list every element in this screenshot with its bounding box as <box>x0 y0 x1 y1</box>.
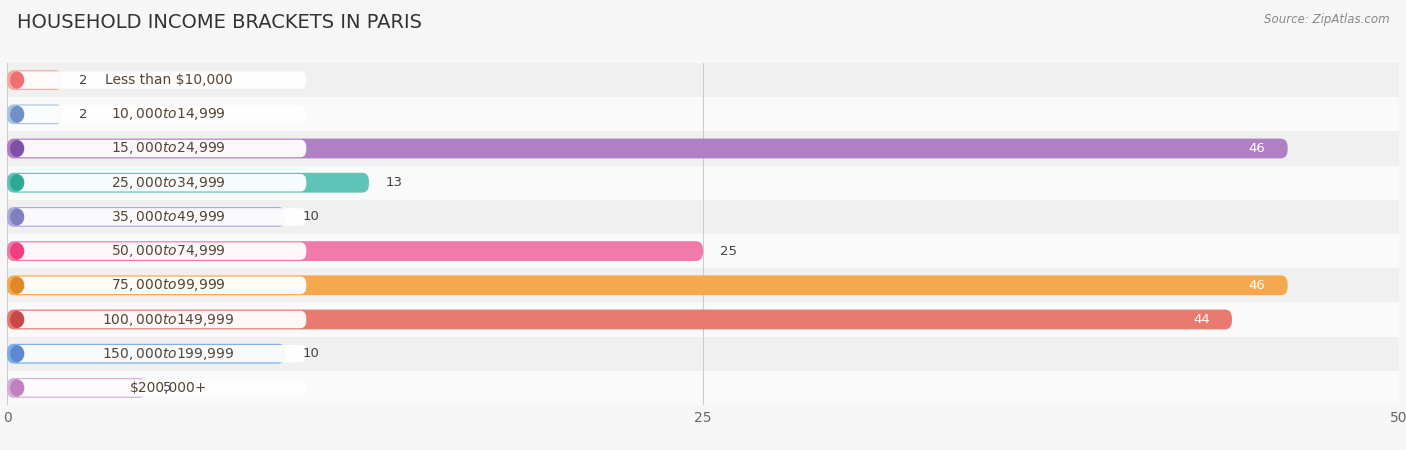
FancyBboxPatch shape <box>7 378 146 398</box>
FancyBboxPatch shape <box>7 200 1399 234</box>
FancyBboxPatch shape <box>7 63 1399 97</box>
Circle shape <box>11 72 24 88</box>
FancyBboxPatch shape <box>7 70 63 90</box>
FancyBboxPatch shape <box>7 310 1232 329</box>
Text: 25: 25 <box>720 245 737 257</box>
Text: 10: 10 <box>302 347 319 360</box>
FancyBboxPatch shape <box>7 371 1399 405</box>
FancyBboxPatch shape <box>7 97 1399 131</box>
Text: 44: 44 <box>1192 313 1209 326</box>
Text: 10: 10 <box>302 211 319 223</box>
Circle shape <box>11 141 24 156</box>
FancyBboxPatch shape <box>14 140 307 157</box>
FancyBboxPatch shape <box>7 166 1399 200</box>
Text: 13: 13 <box>385 176 402 189</box>
Text: $75,000 to $99,999: $75,000 to $99,999 <box>111 277 226 293</box>
FancyBboxPatch shape <box>14 379 307 396</box>
FancyBboxPatch shape <box>14 72 307 89</box>
Circle shape <box>11 346 24 361</box>
Text: 2: 2 <box>79 108 89 121</box>
Text: 46: 46 <box>1249 142 1265 155</box>
FancyBboxPatch shape <box>14 277 307 294</box>
FancyBboxPatch shape <box>7 234 1399 268</box>
Circle shape <box>11 209 24 225</box>
Text: $10,000 to $14,999: $10,000 to $14,999 <box>111 106 226 122</box>
Text: HOUSEHOLD INCOME BRACKETS IN PARIS: HOUSEHOLD INCOME BRACKETS IN PARIS <box>17 14 422 32</box>
FancyBboxPatch shape <box>7 139 1288 158</box>
Text: $35,000 to $49,999: $35,000 to $49,999 <box>111 209 226 225</box>
FancyBboxPatch shape <box>7 241 703 261</box>
FancyBboxPatch shape <box>7 131 1399 166</box>
FancyBboxPatch shape <box>14 106 307 123</box>
FancyBboxPatch shape <box>7 337 1399 371</box>
FancyBboxPatch shape <box>7 207 285 227</box>
FancyBboxPatch shape <box>7 302 1399 337</box>
FancyBboxPatch shape <box>14 311 307 328</box>
Text: Source: ZipAtlas.com: Source: ZipAtlas.com <box>1264 14 1389 27</box>
Circle shape <box>11 107 24 122</box>
Text: 2: 2 <box>79 74 89 86</box>
Text: $15,000 to $24,999: $15,000 to $24,999 <box>111 140 226 157</box>
Text: 46: 46 <box>1249 279 1265 292</box>
FancyBboxPatch shape <box>7 344 285 364</box>
Text: $150,000 to $199,999: $150,000 to $199,999 <box>103 346 235 362</box>
FancyBboxPatch shape <box>14 243 307 260</box>
FancyBboxPatch shape <box>14 208 307 225</box>
Circle shape <box>11 278 24 293</box>
Circle shape <box>11 312 24 327</box>
FancyBboxPatch shape <box>7 268 1399 302</box>
Text: $200,000+: $200,000+ <box>129 381 207 395</box>
FancyBboxPatch shape <box>7 173 368 193</box>
Text: $100,000 to $149,999: $100,000 to $149,999 <box>103 311 235 328</box>
Circle shape <box>11 175 24 190</box>
Text: 5: 5 <box>163 382 172 394</box>
Text: $50,000 to $74,999: $50,000 to $74,999 <box>111 243 226 259</box>
FancyBboxPatch shape <box>14 174 307 191</box>
FancyBboxPatch shape <box>7 104 63 124</box>
FancyBboxPatch shape <box>7 275 1288 295</box>
FancyBboxPatch shape <box>14 345 307 362</box>
Text: Less than $10,000: Less than $10,000 <box>104 73 232 87</box>
Circle shape <box>11 243 24 259</box>
Circle shape <box>11 380 24 396</box>
Text: $25,000 to $34,999: $25,000 to $34,999 <box>111 175 226 191</box>
